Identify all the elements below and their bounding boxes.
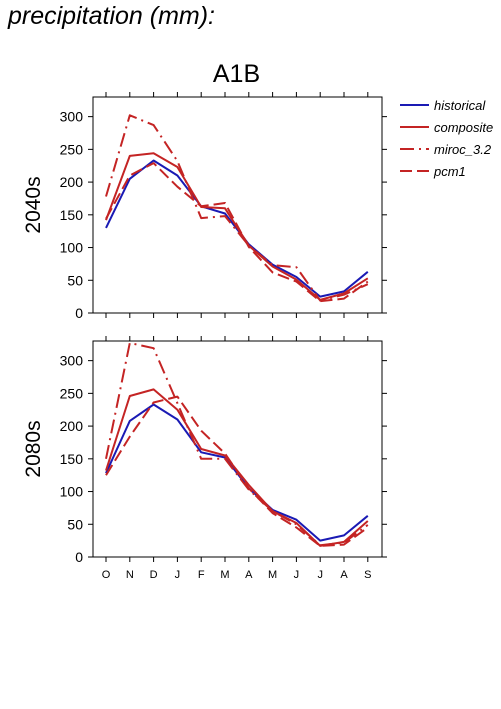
x-tick-label: S bbox=[364, 569, 371, 581]
y-tick-label: 250 bbox=[60, 141, 84, 157]
y-axis-label: 2080s bbox=[22, 420, 45, 477]
y-tick-label: 0 bbox=[75, 549, 83, 565]
chart-title: A1B bbox=[213, 60, 260, 88]
series-line-miroc-3-2 bbox=[105, 114, 369, 302]
x-tick-label: J bbox=[317, 569, 323, 581]
panel-1: 0 50 100 150 200 250 300 2040s A1B bbox=[22, 60, 387, 321]
x-tick-label: M bbox=[268, 569, 277, 581]
x-tick-label: N bbox=[126, 569, 134, 581]
y-tick-label: 300 bbox=[60, 109, 84, 125]
y-tick-label: 200 bbox=[60, 418, 84, 434]
y-tick-label: 150 bbox=[60, 207, 84, 223]
legend-label: pcm1 bbox=[433, 164, 466, 179]
series-line-pcm1 bbox=[105, 162, 369, 303]
plot-frame bbox=[92, 340, 383, 558]
y-tick-label: 50 bbox=[67, 272, 83, 288]
legend: historical composite miroc_3.2 pcm1 bbox=[400, 98, 493, 179]
series-line-historical bbox=[105, 159, 369, 298]
panel-2: 0 50 100 150 200 250 300 O N D J F M A M J J A S 2080s bbox=[22, 336, 387, 581]
y-tick-label: 100 bbox=[60, 484, 84, 500]
x-tick-label: J bbox=[175, 569, 181, 581]
y-tick-label: 150 bbox=[60, 451, 84, 467]
y-tick-label: 300 bbox=[60, 353, 84, 369]
x-tick-label: A bbox=[245, 569, 253, 581]
y-tick-label: 0 bbox=[75, 305, 83, 321]
y-tick-label: 50 bbox=[67, 516, 83, 532]
x-tick-label: F bbox=[198, 569, 205, 581]
legend-label: miroc_3.2 bbox=[434, 142, 492, 157]
y-axis-label: 2040s bbox=[22, 176, 45, 233]
x-tick-label: D bbox=[150, 569, 158, 581]
x-tick-label: O bbox=[102, 569, 111, 581]
x-tick-label: A bbox=[340, 569, 348, 581]
y-tick-label: 100 bbox=[60, 240, 84, 256]
page-title: precipitation (mm): bbox=[8, 2, 215, 30]
x-tick-label: J bbox=[294, 569, 300, 581]
series-line-miroc-3-2 bbox=[105, 342, 369, 547]
legend-label: historical bbox=[434, 98, 486, 113]
x-tick-label: M bbox=[220, 569, 229, 581]
y-tick-label: 200 bbox=[60, 174, 84, 190]
y-tick-label: 250 bbox=[60, 385, 84, 401]
series-line-pcm1 bbox=[105, 395, 369, 547]
legend-label: composite bbox=[434, 120, 493, 135]
plot-frame bbox=[92, 96, 383, 314]
